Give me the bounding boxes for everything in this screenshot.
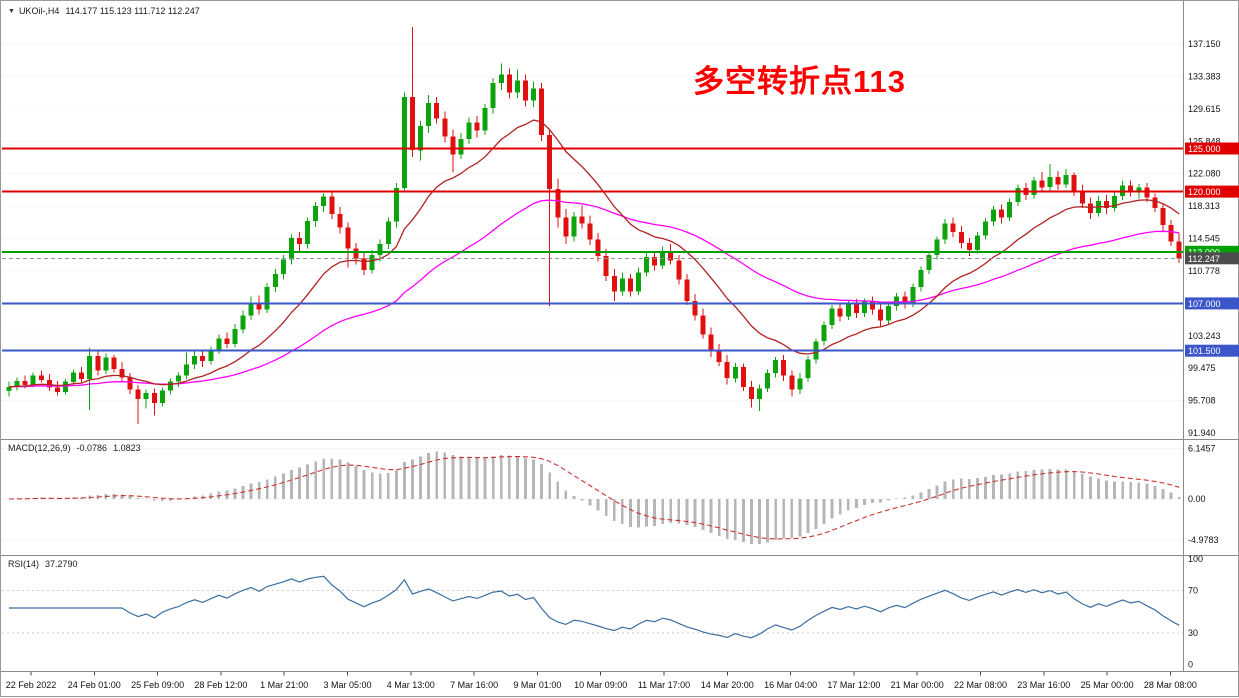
- svg-text:28 Feb 12:00: 28 Feb 12:00: [194, 680, 247, 690]
- svg-text:133.383: 133.383: [1188, 71, 1221, 81]
- svg-text:16 Mar 04:00: 16 Mar 04:00: [764, 680, 817, 690]
- svg-text:110.778: 110.778: [1188, 266, 1220, 276]
- svg-text:0.00: 0.00: [1188, 494, 1206, 504]
- svg-text:118.313: 118.313: [1188, 201, 1220, 211]
- svg-text:112.247: 112.247: [1188, 254, 1220, 264]
- svg-text:6.1457: 6.1457: [1188, 444, 1216, 454]
- chart-title-symbol: UKOil-,H4: [18, 6, 60, 16]
- rsi-axis-labels: 100 70 30 0: [1188, 554, 1203, 670]
- ma-fast-line: [8, 119, 1180, 388]
- svg-text:91.940: 91.940: [1188, 428, 1216, 438]
- macd-name: MACD(12,26,9): [8, 443, 71, 453]
- svg-text:10 Mar 09:00: 10 Mar 09:00: [574, 680, 627, 690]
- panel-separators[interactable]: [1, 1, 1239, 672]
- rsi-indicator-title: RSI(14) 37.2790: [8, 559, 78, 569]
- svg-text:120.000: 120.000: [1188, 187, 1221, 197]
- svg-text:122.080: 122.080: [1188, 169, 1221, 179]
- macd-grid: [2, 448, 1183, 541]
- macd-indicator-title: MACD(12,26,9) -0.0786 1.0823: [8, 443, 141, 453]
- svg-text:-4.9783: -4.9783: [1188, 535, 1219, 545]
- svg-text:28 Mar 08:00: 28 Mar 08:00: [1144, 680, 1197, 690]
- svg-text:30: 30: [1188, 628, 1198, 638]
- svg-text:3 Mar 05:00: 3 Mar 05:00: [323, 680, 371, 690]
- svg-text:22 Mar 08:00: 22 Mar 08:00: [954, 680, 1007, 690]
- svg-text:95.708: 95.708: [1188, 396, 1216, 406]
- svg-text:14 Mar 20:00: 14 Mar 20:00: [701, 680, 754, 690]
- macd-axis-labels: 6.1457 0.00 -4.9783: [1188, 444, 1219, 545]
- rsi-levels-grid: [2, 590, 1183, 634]
- rsi-value: 37.2790: [45, 559, 78, 569]
- rsi-line: [9, 575, 1180, 639]
- svg-text:11 Mar 17:00: 11 Mar 17:00: [638, 680, 690, 690]
- candles-layer: [6, 27, 1182, 424]
- svg-text:107.000: 107.000: [1188, 299, 1221, 309]
- svg-text:125.848: 125.848: [1188, 136, 1221, 146]
- chart-title: ▼ UKOil-,H4 114.177 115.123 111.712 112.24…: [8, 6, 200, 16]
- svg-text:7 Mar 16:00: 7 Mar 16:00: [450, 680, 498, 690]
- macd-signal-line: [8, 455, 1180, 540]
- svg-text:103.243: 103.243: [1188, 331, 1221, 341]
- svg-text:125.000: 125.000: [1188, 144, 1221, 154]
- svg-text:114.545: 114.545: [1188, 234, 1220, 244]
- svg-text:129.615: 129.615: [1188, 104, 1221, 114]
- macd-value-main: -0.0786: [76, 443, 108, 453]
- svg-text:22 Feb 2022: 22 Feb 2022: [6, 680, 57, 690]
- time-axis-labels: 22 Feb 2022 24 Feb 01:00 25 Feb 09:00 28 Fe…: [6, 672, 1197, 690]
- svg-text:4 Mar 13:00: 4 Mar 13:00: [387, 680, 435, 690]
- symbol-dropdown-icon[interactable]: ▼: [8, 8, 15, 15]
- svg-text:21 Mar 00:00: 21 Mar 00:00: [891, 680, 944, 690]
- svg-text:25 Feb 09:00: 25 Feb 09:00: [131, 680, 184, 690]
- svg-text:9 Mar 01:00: 9 Mar 01:00: [513, 680, 561, 690]
- level-lines[interactable]: [2, 147, 1183, 352]
- svg-text:25 Mar 00:00: 25 Mar 00:00: [1081, 680, 1134, 690]
- price-tags: 125.000 120.000 113.000 107.000 101.500 112.2…: [1185, 142, 1239, 357]
- svg-text:1 Mar 21:00: 1 Mar 21:00: [260, 680, 308, 690]
- rsi-name: RSI(14): [8, 559, 40, 569]
- ma-slow-line: [8, 199, 1180, 388]
- macd-value-signal: 1.0823: [113, 443, 141, 453]
- svg-text:70: 70: [1188, 586, 1198, 596]
- svg-text:137.150: 137.150: [1188, 39, 1221, 49]
- chart-title-ohlc: 114.177 115.123 111.712 112.247: [65, 6, 200, 16]
- svg-text:101.500: 101.500: [1188, 346, 1221, 356]
- svg-text:99.475: 99.475: [1188, 363, 1216, 373]
- price-axis-labels: 137.150 133.383 129.615 125.848 122.080 118.3…: [1188, 39, 1221, 438]
- annotation-text: 多空转折点113: [693, 64, 907, 99]
- svg-text:100: 100: [1188, 554, 1203, 564]
- svg-text:17 Mar 12:00: 17 Mar 12:00: [827, 680, 880, 690]
- svg-text:0: 0: [1188, 660, 1193, 670]
- svg-text:24 Feb 01:00: 24 Feb 01:00: [68, 680, 121, 690]
- current-price-tag: [1185, 252, 1239, 265]
- macd-histogram: [7, 451, 1181, 545]
- svg-text:23 Mar 16:00: 23 Mar 16:00: [1017, 680, 1070, 690]
- svg-text:113.000: 113.000: [1188, 247, 1220, 257]
